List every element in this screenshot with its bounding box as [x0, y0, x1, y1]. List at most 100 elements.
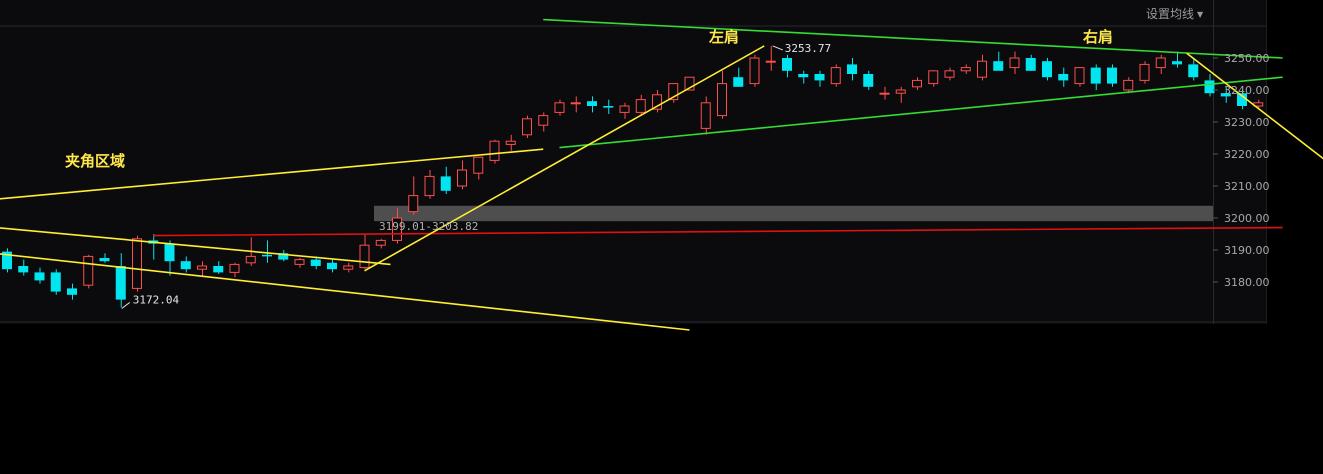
candle	[993, 51, 1004, 71]
candle	[798, 70, 809, 84]
candle	[34, 267, 45, 284]
candle-body	[50, 272, 61, 292]
candle-body	[977, 60, 987, 78]
candle	[652, 90, 662, 113]
candle	[197, 261, 207, 276]
candle	[1042, 58, 1052, 81]
candle-body	[912, 79, 922, 88]
candle-body	[1042, 61, 1052, 78]
candle-body	[473, 156, 484, 174]
candle-body	[1107, 67, 1117, 84]
candle-body	[522, 118, 532, 136]
candle	[912, 77, 922, 90]
y-tick-label: 3210.00	[1224, 180, 1270, 193]
candle-body	[262, 254, 272, 257]
ma-settings-button[interactable]: 设置均线 ▼	[1138, 5, 1211, 23]
y-tick-label: 3220.00	[1224, 148, 1270, 161]
candle	[587, 96, 597, 113]
candle	[863, 70, 874, 90]
candle	[977, 54, 987, 81]
candle	[944, 67, 955, 81]
candle-body	[1155, 57, 1166, 69]
candle	[603, 99, 614, 114]
candle	[262, 240, 272, 263]
candle	[1074, 67, 1085, 87]
candle-body	[392, 217, 402, 241]
yellow-trendline	[0, 148, 544, 200]
candle	[148, 234, 159, 260]
candle	[67, 283, 77, 300]
candle	[473, 156, 484, 180]
yellow-trendline	[364, 45, 765, 272]
candle-body	[197, 265, 207, 270]
candle	[392, 208, 402, 244]
candle	[765, 45, 776, 71]
y-tick-label: 3190.00	[1224, 244, 1270, 257]
candle	[522, 115, 532, 138]
candle-body	[993, 61, 1004, 71]
candle-body	[1237, 93, 1247, 106]
candle-body	[587, 101, 597, 106]
candle-body	[863, 74, 874, 87]
candle-body	[457, 169, 467, 187]
yellow-trendline	[1186, 52, 1323, 160]
candle	[538, 112, 549, 132]
candle	[668, 83, 679, 103]
candle	[505, 134, 516, 151]
candle	[83, 254, 94, 289]
candle-body	[1009, 57, 1020, 69]
candle-body	[538, 115, 549, 126]
candle-body	[619, 105, 630, 113]
candle-body	[814, 74, 825, 81]
band-range-label: 3199.01-3203.82	[379, 220, 478, 233]
candle-body	[132, 238, 142, 289]
candle	[700, 96, 711, 135]
candle-body	[164, 243, 175, 262]
candle-body	[505, 140, 516, 145]
candle	[847, 58, 857, 81]
green-trendline	[543, 18, 1283, 59]
candle	[782, 54, 792, 78]
candle	[635, 94, 646, 116]
candle-body	[34, 272, 45, 281]
candle-body	[895, 89, 906, 94]
candle-body	[1074, 67, 1085, 85]
candle	[749, 54, 760, 87]
candle-body	[229, 263, 240, 273]
candle	[18, 259, 29, 276]
candle	[99, 253, 110, 263]
candle	[895, 86, 906, 103]
candle-body	[278, 253, 289, 260]
candle-body	[1220, 93, 1231, 97]
candle	[1188, 58, 1199, 81]
candle	[1204, 74, 1215, 97]
candle	[928, 70, 939, 87]
candle	[1025, 54, 1036, 71]
right-shoulder-label: 右肩	[1083, 28, 1113, 46]
candle	[1123, 77, 1134, 94]
candle-body	[733, 77, 744, 87]
candle	[229, 262, 240, 278]
candle-body	[440, 176, 451, 191]
candle-body	[408, 195, 419, 213]
candle	[570, 96, 581, 113]
support-band	[374, 205, 1213, 222]
candle	[180, 256, 191, 273]
candle-body	[343, 265, 354, 270]
candle	[879, 86, 890, 100]
candle	[115, 253, 126, 308]
candle-body	[847, 64, 857, 74]
candle	[2, 248, 12, 273]
y-tick-label: 3230.00	[1224, 116, 1270, 129]
candle-body	[1139, 63, 1150, 81]
candle	[375, 238, 386, 249]
candle-body	[424, 175, 435, 197]
candle	[359, 234, 370, 270]
candle	[310, 256, 321, 270]
candle	[1220, 86, 1231, 103]
green-trendline	[559, 76, 1283, 149]
candle	[1139, 61, 1150, 84]
candle	[132, 235, 142, 292]
yellow-trendline	[0, 253, 690, 331]
